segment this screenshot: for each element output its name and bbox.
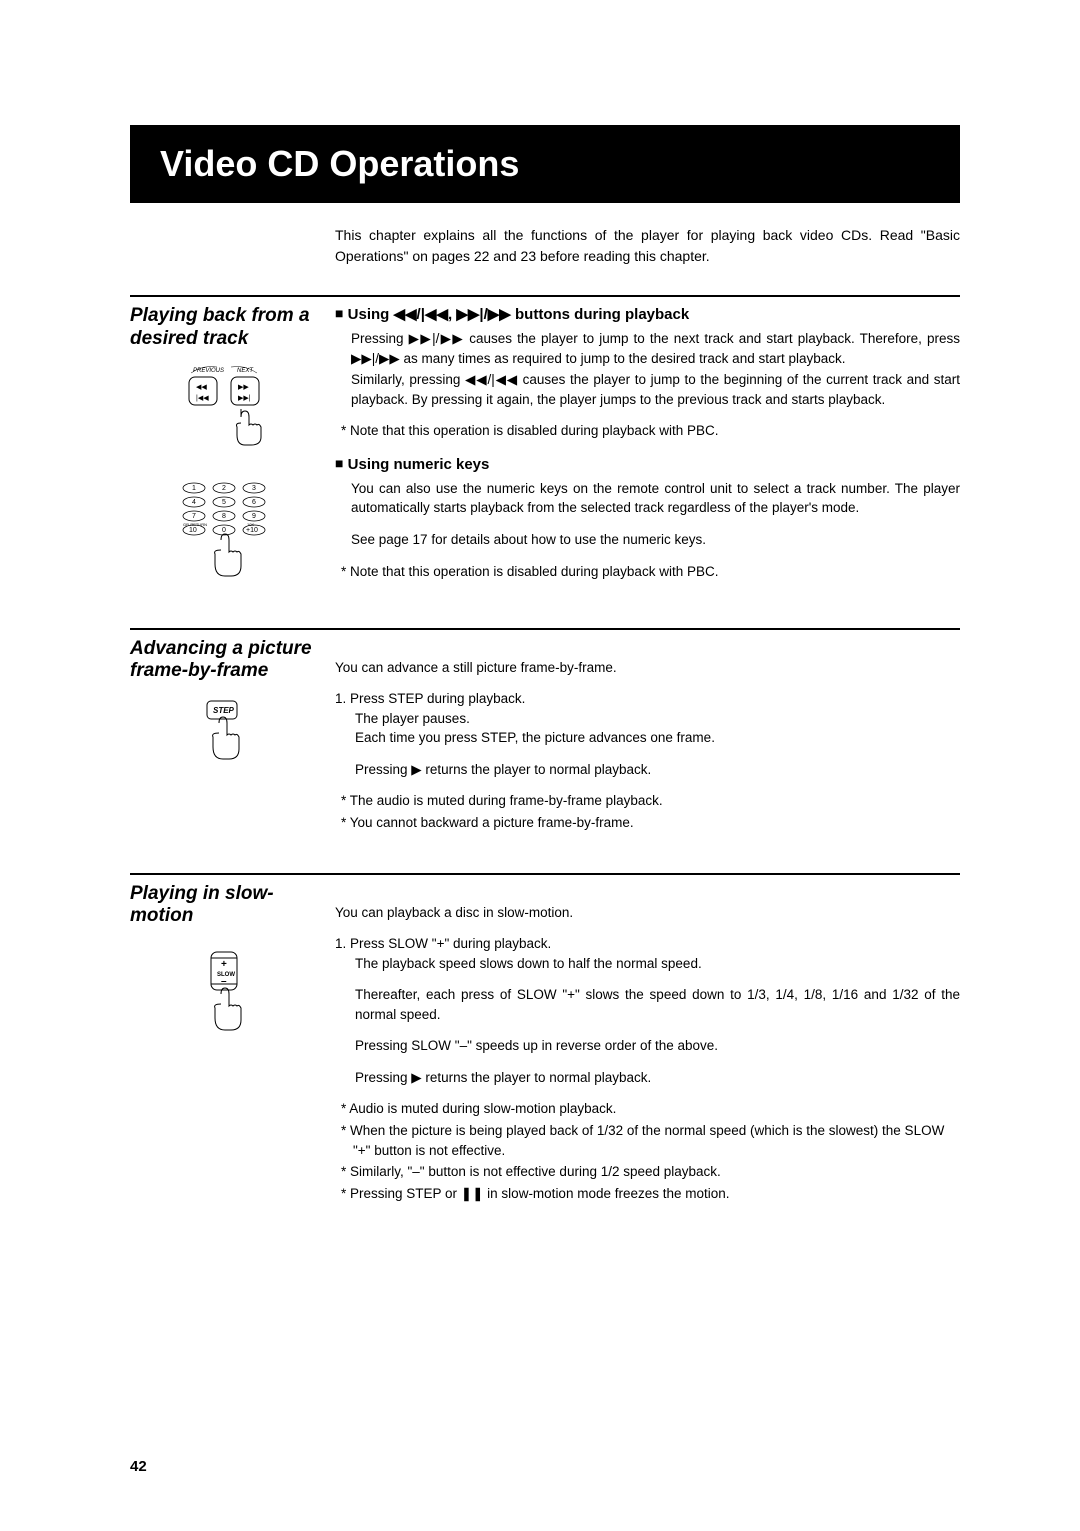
prev-next-illustration: PREVIOUS NEXT ◀◀ |◀◀ ▶▶ ▶▶|	[130, 365, 317, 450]
keypad-illustration: 1 2 3 4 5 6 7 8 9 10 0 +10 GR-RETURN	[130, 480, 317, 600]
step-pauses: The player pauses.	[355, 709, 960, 729]
para-prev-track: Similarly, pressing ◀◀/|◀◀ causes the pl…	[351, 370, 960, 409]
svg-text:6: 6	[252, 499, 256, 506]
svg-text:0: 0	[222, 527, 226, 534]
note-slow-half-minus: * Similarly, "–" button is not effective…	[341, 1162, 960, 1182]
step-slow-press: 1. Press SLOW "+" during playback.	[335, 934, 960, 954]
note-pbc-1: * Note that this operation is disabled d…	[341, 421, 960, 441]
svg-text:4: 4	[192, 499, 196, 506]
section-heading-frame: Advancing a picture frame-by-frame	[130, 638, 317, 684]
svg-text:GR-RETURN: GR-RETURN	[183, 522, 207, 527]
para-slow-speeds: Thereafter, each press of SLOW "+" slows…	[355, 985, 960, 1024]
sub1-suffix: buttons during playback	[511, 306, 689, 323]
para-slow-minus: Pressing SLOW "–" speeds up in reverse o…	[355, 1036, 960, 1056]
note-slow-132: * When the picture is being played back …	[341, 1121, 960, 1160]
step-illustration: STEP	[130, 697, 317, 772]
svg-text:3: 3	[252, 485, 256, 492]
subheading-buttons: ■ Using ◀◀/|◀◀, ▶▶|/▶▶ buttons during pl…	[335, 305, 960, 323]
note-slow-freeze: * Pressing STEP or ❚❚ in slow-motion mod…	[341, 1184, 960, 1204]
sub2-text: Using numeric keys	[348, 456, 490, 473]
svg-text:1: 1	[192, 485, 196, 492]
note-audio-muted: * The audio is muted during frame-by-fra…	[341, 791, 960, 811]
svg-text:8: 8	[222, 513, 226, 520]
svg-text:▶▶|: ▶▶|	[238, 395, 251, 402]
para-next-track: Pressing ▶▶|/▶▶ causes the player to jum…	[351, 329, 960, 368]
svg-text:9: 9	[252, 513, 256, 520]
sub1-prefix: Using	[348, 306, 394, 323]
chapter-title: Video CD Operations	[130, 125, 960, 203]
note-slow-audio: * Audio is muted during slow-motion play…	[341, 1099, 960, 1119]
svg-text:STEP: STEP	[213, 706, 235, 715]
svg-text:+10: +10	[246, 527, 258, 534]
note-no-backward: * You cannot backward a picture frame-by…	[341, 813, 960, 833]
section-heading-slow: Playing in slow-motion	[130, 883, 317, 929]
svg-text:–: –	[221, 976, 227, 987]
step-press: 1. Press STEP during playback.	[335, 689, 960, 709]
svg-text:◀◀: ◀◀	[196, 384, 207, 391]
para-slow-motion: You can playback a disc in slow-motion.	[335, 903, 960, 923]
note-pbc-2: * Note that this operation is disabled d…	[341, 562, 960, 582]
para-advance-frame: You can advance a still picture frame-by…	[335, 658, 960, 678]
subheading-numeric: ■ Using numeric keys	[335, 455, 960, 473]
previous-label: PREVIOUS	[193, 368, 224, 374]
heading-line2: desired track	[130, 328, 248, 349]
svg-text:7: 7	[192, 513, 196, 520]
svg-text:10K-: 10K-	[247, 522, 256, 527]
slow-illustration: + SLOW –	[130, 950, 317, 1045]
svg-text:5: 5	[222, 499, 226, 506]
chapter-intro: This chapter explains all the functions …	[335, 225, 960, 267]
next-label: NEXT	[237, 368, 254, 374]
step-each-time: Each time you press STEP, the picture ad…	[355, 728, 960, 748]
heading2-line2: frame-by-frame	[130, 660, 268, 681]
page-number: 42	[130, 1458, 147, 1475]
para-numeric-keys: You can also use the numeric keys on the…	[351, 479, 960, 518]
svg-text:▶▶: ▶▶	[238, 384, 249, 391]
step-slow-half: The playback speed slows down to half th…	[355, 954, 960, 974]
heading-line1: Playing back from a	[130, 305, 310, 326]
section-heading-track: Playing back from a desired track	[130, 305, 317, 351]
para-return-normal: Pressing ▶ returns the player to normal …	[355, 760, 960, 780]
heading2-line1: Advancing a picture	[130, 638, 312, 659]
para-see-page17: See page 17 for details about how to use…	[351, 530, 960, 550]
para-slow-return: Pressing ▶ returns the player to normal …	[355, 1068, 960, 1088]
svg-text:10: 10	[189, 527, 197, 534]
svg-text:|◀◀: |◀◀	[196, 395, 209, 402]
svg-text:+: +	[221, 959, 227, 970]
svg-text:2: 2	[222, 485, 226, 492]
